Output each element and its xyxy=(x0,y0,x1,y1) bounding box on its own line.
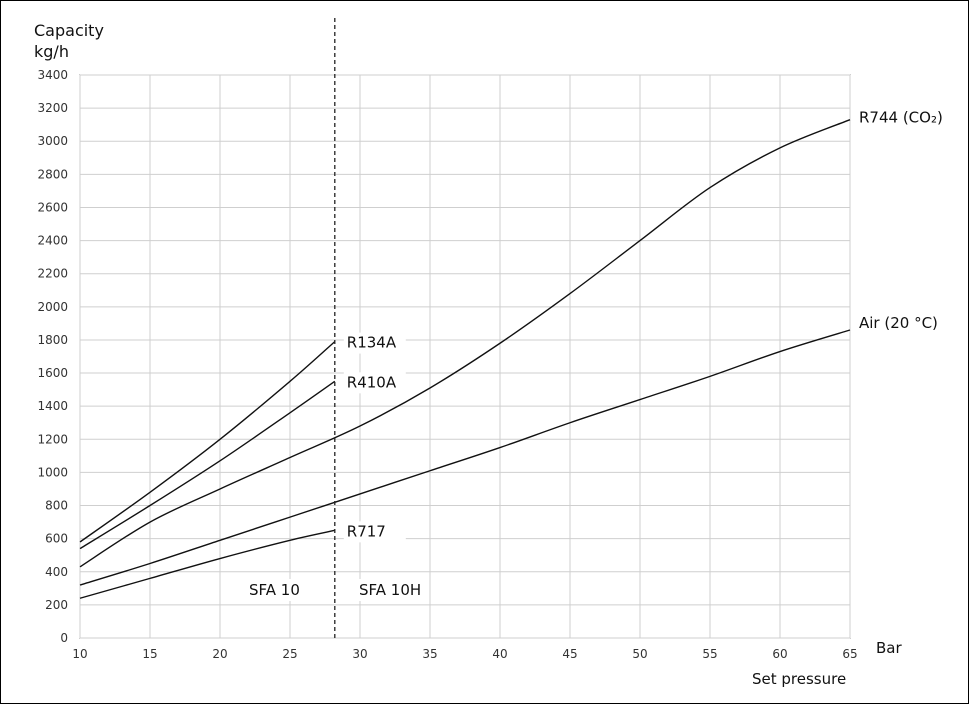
divider-label-background xyxy=(245,579,304,601)
series-line-r744-co xyxy=(79,119,851,568)
y-tick-label: 0 xyxy=(60,631,68,645)
series-line-r134a xyxy=(79,341,336,543)
x-tick-label: 45 xyxy=(562,647,577,661)
y-tick-label: 400 xyxy=(45,565,68,579)
series-label-background xyxy=(343,521,406,543)
x-tick-label: 30 xyxy=(352,647,367,661)
y-tick-label: 1600 xyxy=(37,366,68,380)
divider-left-label: SFA 10 xyxy=(249,581,300,599)
x-tick-label: 50 xyxy=(632,647,647,661)
series-lines xyxy=(79,119,851,599)
x-axis-unit: Bar xyxy=(876,639,902,657)
grid xyxy=(79,74,851,639)
x-tick-label: 10 xyxy=(72,647,87,661)
x-tick-label: 35 xyxy=(422,647,437,661)
x-tick-label: 40 xyxy=(492,647,507,661)
y-tick-label: 600 xyxy=(45,532,68,546)
y-tick-label: 1000 xyxy=(37,465,68,479)
y-tick-label: 1400 xyxy=(37,399,68,413)
divider-label-background xyxy=(355,579,426,601)
y-tick-label: 3000 xyxy=(37,134,68,148)
y-tick-label: 2400 xyxy=(37,234,68,248)
y-tick-label: 2600 xyxy=(37,200,68,214)
x-tick-label: 15 xyxy=(142,647,157,661)
x-tick-label: 60 xyxy=(772,647,787,661)
series-line-r717 xyxy=(79,529,335,599)
series-label-r717: R717 xyxy=(347,522,386,540)
series-label-background xyxy=(343,372,406,394)
y-tick-label: 1200 xyxy=(37,432,68,446)
y-tick-label: 2800 xyxy=(37,167,68,181)
plot-area xyxy=(79,74,851,639)
x-tick-label: 65 xyxy=(842,647,857,661)
series-line-r410a xyxy=(79,380,336,550)
y-tick-label: 3200 xyxy=(37,101,68,115)
y-tick-label: 200 xyxy=(45,598,68,612)
series-label-r410a: R410A xyxy=(347,373,397,391)
x-axis-ticks: 10 15 20 25 30 35 40 45 50 55 60 65 xyxy=(72,647,857,661)
x-tick-label: 55 xyxy=(702,647,717,661)
series-label-r744-co: R744 (CO₂) xyxy=(859,109,943,127)
y-axis-ticks: 0 200 400 600 800 1000 1200 1400 1600 1800 2000 220… xyxy=(37,68,68,645)
y-tick-label: 2200 xyxy=(37,267,68,281)
x-tick-label: 20 xyxy=(212,647,227,661)
y-tick-label: 2000 xyxy=(37,300,68,314)
y-tick-label: 3400 xyxy=(37,68,68,82)
series-label-background xyxy=(343,332,406,354)
series-line-air-20-c xyxy=(79,329,851,586)
series-label-r134a: R134A xyxy=(347,334,397,352)
x-tick-label: 25 xyxy=(282,647,297,661)
y-tick-label: 1800 xyxy=(37,333,68,347)
y-tick-label: 800 xyxy=(45,499,68,513)
y-axis-label-line1: Capacity xyxy=(34,21,104,40)
divider-right-label: SFA 10H xyxy=(359,581,421,599)
x-axis-label: Set pressure xyxy=(752,670,846,688)
y-axis-label-line2: kg/h xyxy=(34,42,69,61)
series-labels: R134A R410A R744 (CO₂) Air (20 °C) R717 xyxy=(343,109,943,543)
series-label-air-20-c: Air (20 °C) xyxy=(859,314,938,332)
